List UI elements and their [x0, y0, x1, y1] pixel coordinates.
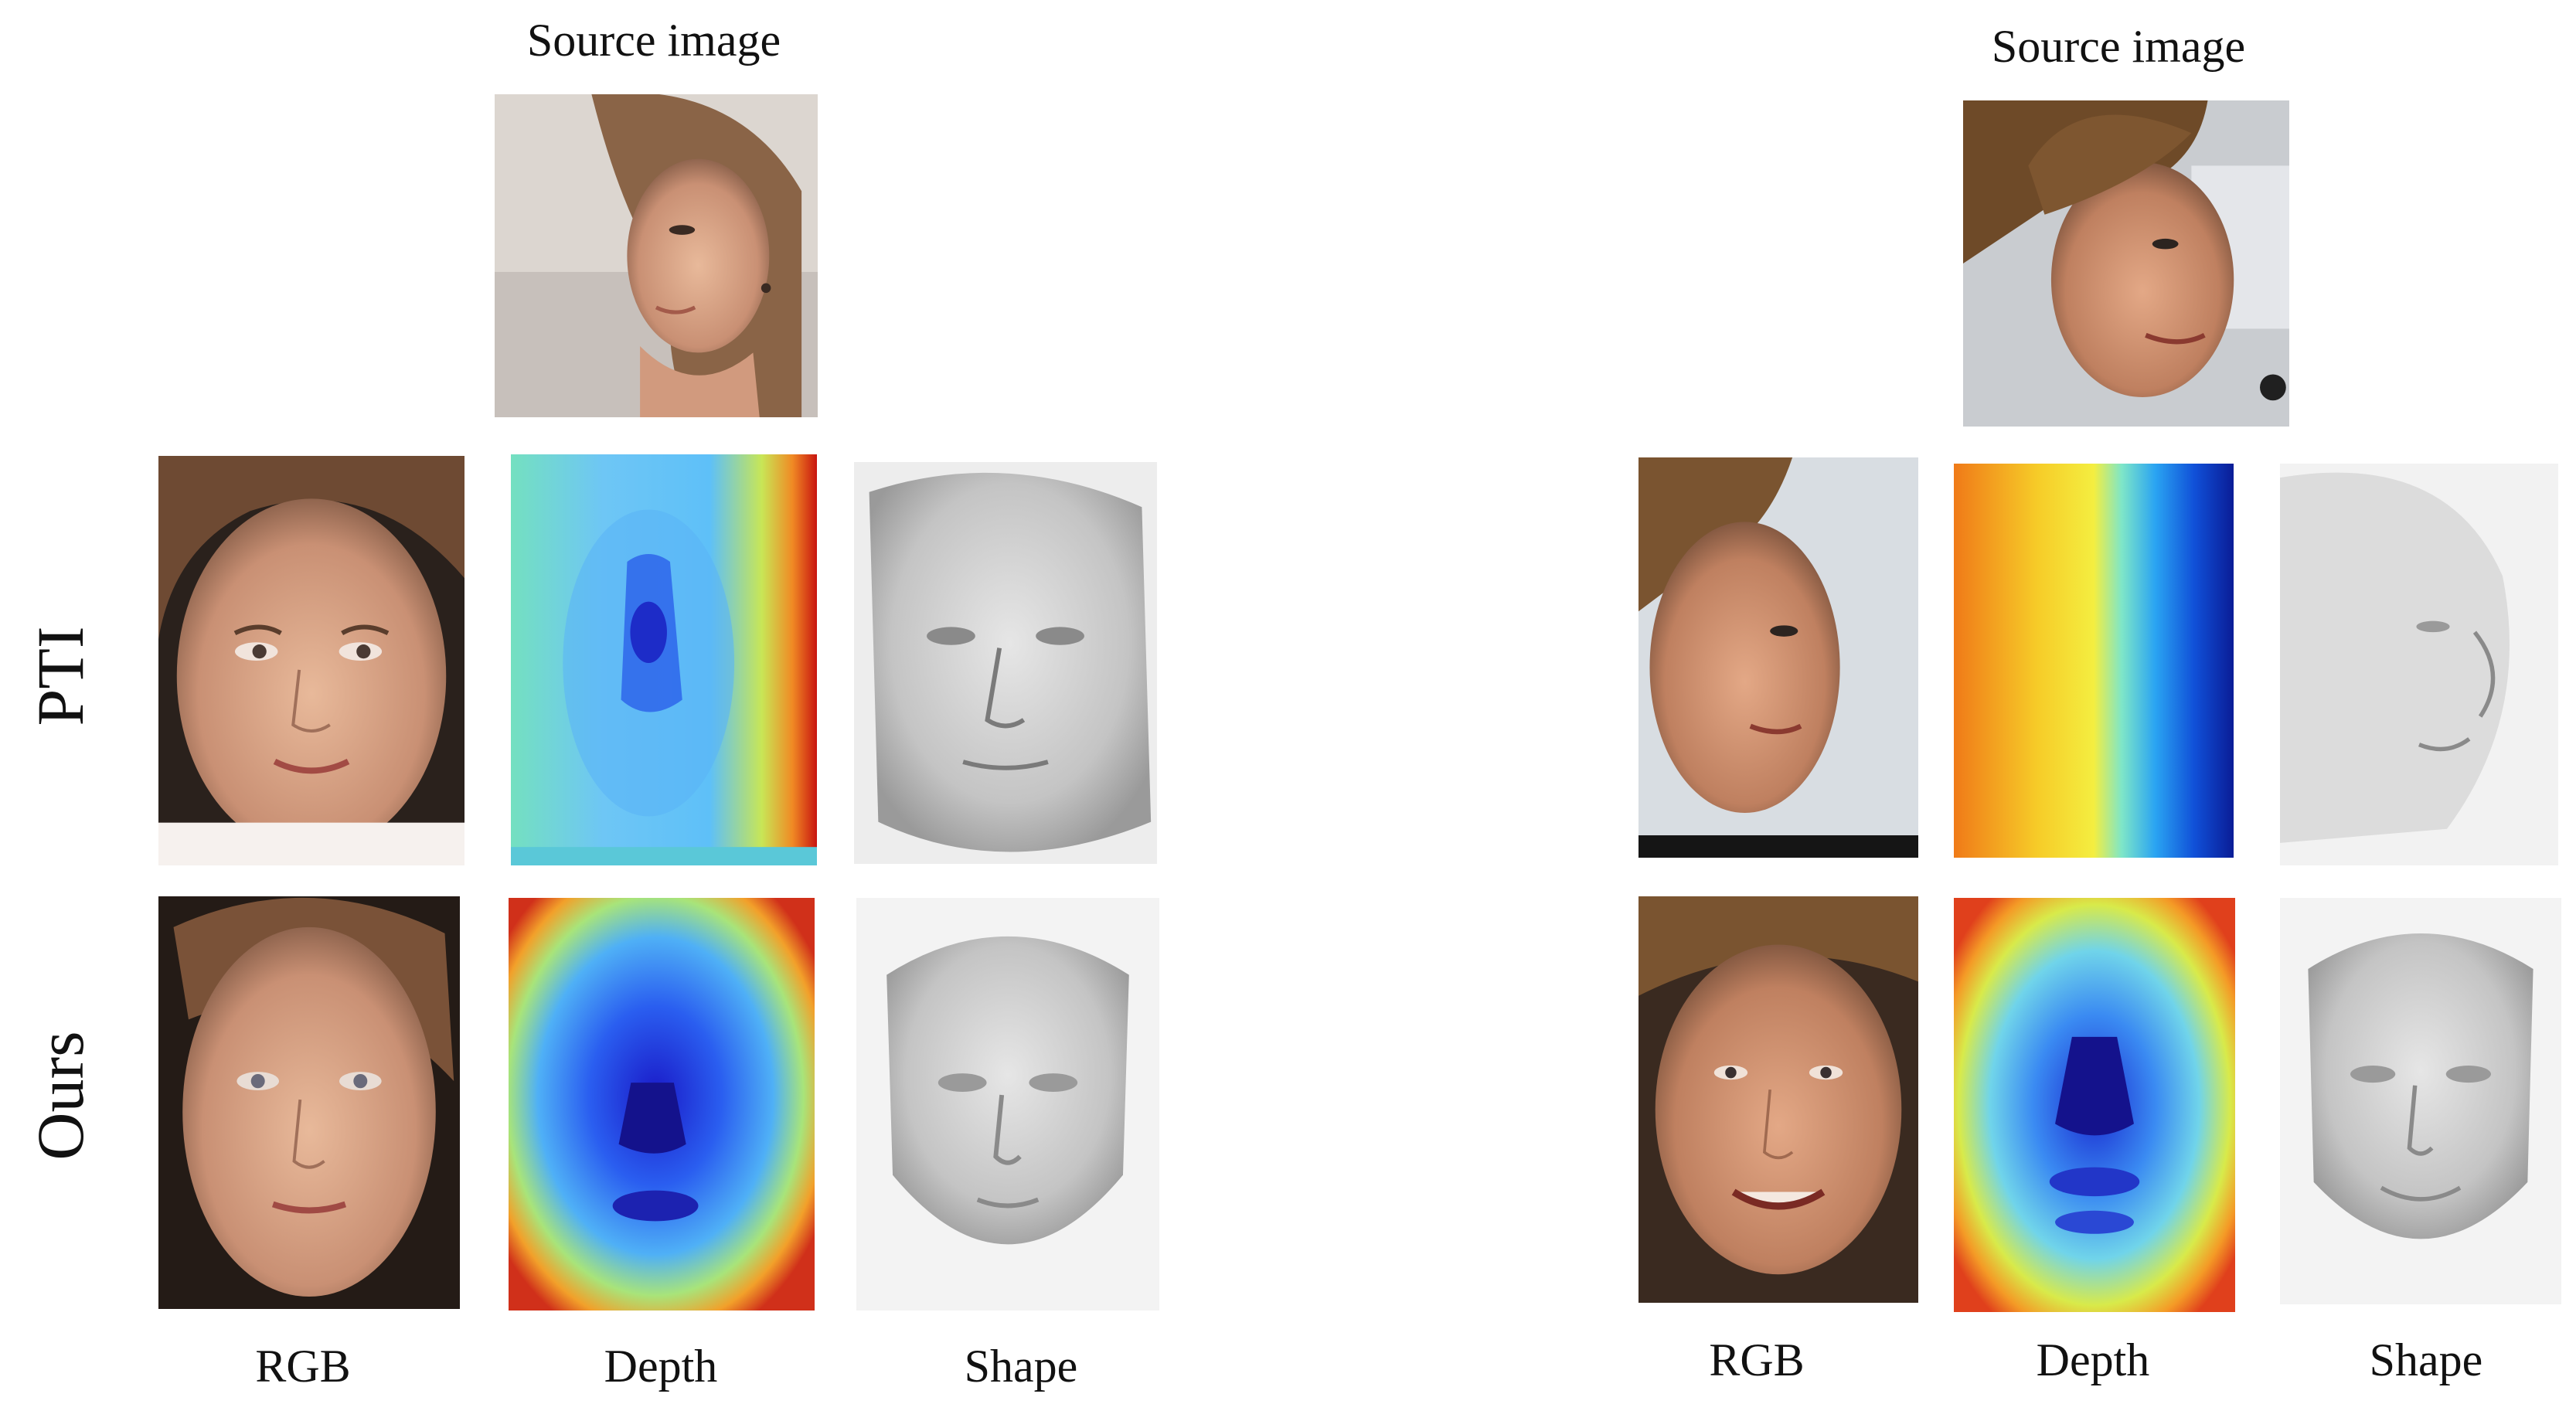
row-label-pti: PTI — [27, 627, 94, 726]
source-image-right — [1963, 100, 2289, 427]
pti-depth-left — [511, 454, 817, 865]
pti-rgb-left — [158, 456, 464, 865]
pti-shape-right — [2280, 464, 2558, 865]
ours-shape-right — [2280, 898, 2561, 1304]
row-label-ours: Ours — [27, 1031, 94, 1160]
ours-rgb-left — [158, 896, 460, 1309]
column-label-rgb-left: RGB — [255, 1343, 350, 1389]
ours-shape-left — [856, 898, 1159, 1311]
source-image-label-right: Source image — [1992, 23, 2245, 70]
column-label-depth-right: Depth — [2037, 1337, 2150, 1383]
pti-rgb-right — [1638, 457, 1918, 858]
column-label-shape-left: Shape — [965, 1343, 1078, 1389]
ours-depth-right — [1954, 898, 2235, 1312]
ours-depth-left — [509, 898, 815, 1311]
source-image-label-left: Source image — [527, 17, 781, 63]
ours-rgb-right — [1638, 896, 1918, 1303]
pti-shape-left — [854, 462, 1157, 864]
column-label-shape-right: Shape — [2370, 1337, 2483, 1383]
pti-depth-right — [1954, 464, 2234, 858]
column-label-depth-left: Depth — [604, 1343, 718, 1389]
source-image-left — [495, 94, 818, 417]
column-label-rgb-right: RGB — [1709, 1337, 1804, 1383]
